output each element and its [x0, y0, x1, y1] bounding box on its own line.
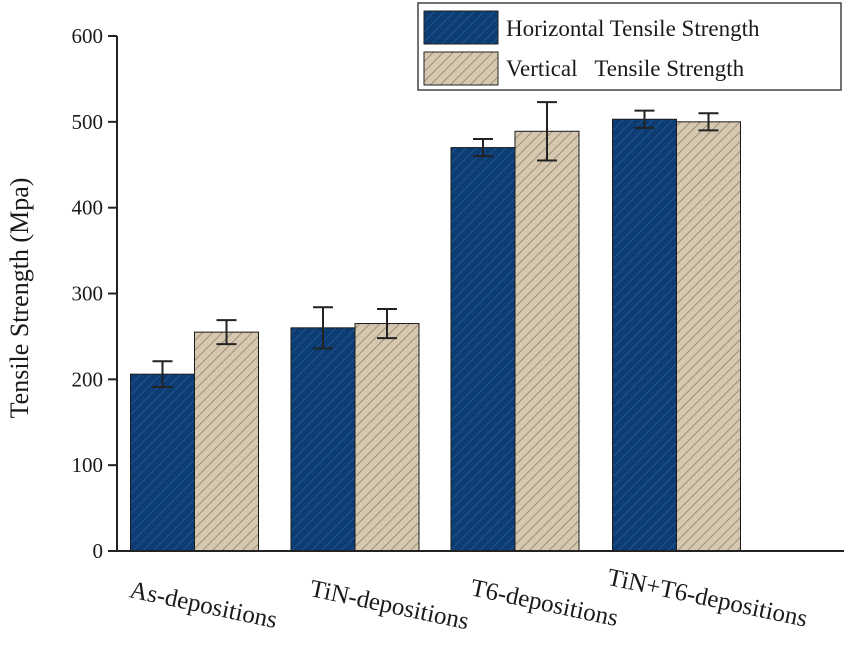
bar-vertical-tin-depositions — [354, 323, 420, 552]
error-bars-group — [152, 101, 719, 389]
bar-vertical-t6-depositions — [514, 130, 580, 552]
x-tick-label-as-depositions: As-depositions — [127, 576, 279, 634]
bar-horizontal-tin-t6-depositions — [612, 118, 677, 552]
y-tick-label-200: 200 — [72, 367, 104, 391]
y-ticks-group: 0 100 200 300 400 500 600 — [72, 24, 117, 563]
legend-swatch-vertical — [423, 51, 499, 86]
x-tick-label-tin-t6-depositions: TiN+T6-depositions — [605, 564, 810, 633]
x-tick-label-tin-depositions: TiN-depositions — [308, 575, 472, 635]
y-tick-label-400: 400 — [72, 196, 104, 220]
x-tick-label-t6-depositions: T6-depositions — [468, 574, 620, 632]
y-tick-label-500: 500 — [72, 110, 104, 134]
bar-vertical-as-depositions — [194, 331, 259, 552]
y-tick-label-0: 0 — [93, 539, 104, 563]
legend-swatch-horizontal — [423, 10, 499, 45]
y-tick-label-100: 100 — [72, 453, 104, 477]
y-tick-label-300: 300 — [72, 282, 104, 306]
bar-vertical-tin-t6-depositions — [676, 121, 741, 552]
bar-horizontal-tin-depositions — [290, 327, 356, 552]
legend-label-horizontal: Horizontal Tensile Strength — [506, 16, 760, 41]
legend: Horizontal Tensile Strength Vertical Ten… — [417, 2, 842, 91]
y-axis-title: Tensile Strength (Mpa) — [5, 178, 34, 419]
legend-label-vertical: Vertical Tensile Strength — [506, 56, 745, 81]
bars-group — [130, 118, 741, 552]
x-tick-labels-group: As-depositions TiN-depositionsT6-depositi… — [127, 564, 809, 635]
y-tick-label-600: 600 — [72, 24, 104, 48]
bar-horizontal-as-depositions — [130, 373, 195, 552]
bar-horizontal-t6-depositions — [450, 147, 516, 552]
